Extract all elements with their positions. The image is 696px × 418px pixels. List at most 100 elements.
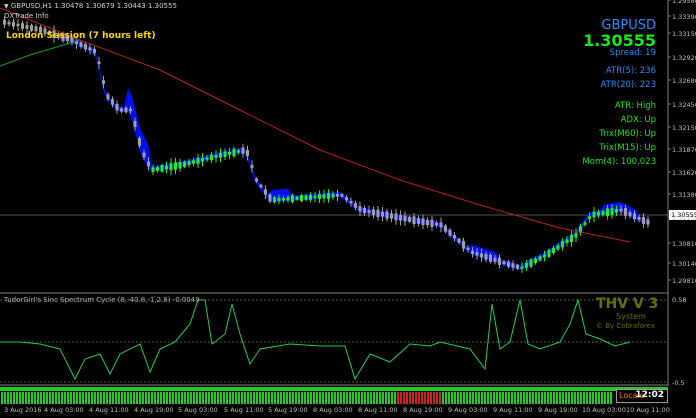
strip-bar — [163, 392, 165, 404]
strip-bar — [103, 392, 105, 404]
strip-bar — [253, 392, 255, 404]
dropdown-triangle-icon[interactable]: ▼ — [4, 3, 9, 10]
strip-bar — [25, 392, 27, 404]
candle-body — [268, 194, 272, 202]
strip-bar — [91, 392, 93, 404]
strip-bar — [154, 392, 156, 404]
price-tick-label: 1.32680 — [672, 77, 696, 85]
candle-body — [421, 218, 425, 226]
strip-bar — [481, 392, 483, 404]
strip-bar — [208, 392, 210, 404]
candle-body — [628, 212, 632, 217]
candle-body — [223, 151, 227, 158]
time-tick-label: 5 Aug 11:00 — [224, 406, 264, 414]
price-tick-label: 1.32920 — [672, 54, 696, 62]
strip-bar — [250, 392, 252, 404]
strip-bar — [517, 392, 519, 404]
candle-body — [435, 222, 438, 226]
candle-body — [291, 195, 294, 202]
strip-bar — [238, 392, 240, 404]
strip-bar — [16, 392, 18, 404]
strip-bar — [139, 392, 141, 404]
strip-bar — [106, 392, 108, 404]
candle-body — [43, 28, 47, 34]
candle-body — [489, 254, 492, 262]
strip-bar — [535, 392, 537, 404]
candle-body — [390, 213, 393, 219]
price-tick-label: 1.31380 — [672, 191, 696, 199]
strip-bar — [514, 392, 516, 404]
candle-body — [412, 216, 416, 225]
strip-bar — [112, 392, 114, 404]
candle-body — [300, 195, 303, 201]
candle-body — [543, 254, 546, 258]
candle-body — [565, 239, 569, 244]
strip-bar — [553, 392, 555, 404]
strip-bar — [475, 392, 477, 404]
strip-bar — [391, 392, 393, 404]
candle-body — [561, 241, 564, 248]
candle-body — [480, 253, 483, 258]
price-chart[interactable] — [0, 0, 696, 294]
candle-body — [484, 254, 488, 260]
strip-bar — [148, 392, 150, 404]
candle-body — [331, 193, 335, 198]
strip-bar — [34, 392, 36, 404]
candle-body — [597, 212, 600, 216]
strip-bar — [73, 392, 75, 404]
candle-body — [511, 263, 515, 268]
candle-body — [309, 194, 312, 200]
strip-bar — [559, 392, 561, 404]
price-tick-label: 1.31620 — [672, 169, 696, 177]
time-tick-label: 4 Aug 19:00 — [134, 406, 174, 414]
indicator-label: TudorGirl's Sinc Spectrum Cycle (8,-40.8… — [4, 296, 200, 304]
candle-body — [183, 161, 186, 167]
candle-body — [642, 217, 645, 225]
strip-bar — [580, 392, 582, 404]
price-tick-label: 1.32450 — [672, 101, 696, 109]
clock-prefix: Locale — [619, 391, 645, 400]
candle-body — [259, 184, 263, 188]
strip-bar — [529, 392, 531, 404]
candle-body — [498, 257, 501, 266]
strip-bar — [85, 392, 87, 404]
strip-bar — [454, 392, 456, 404]
price-tick-label: 1.30140 — [672, 260, 696, 268]
price-tick-label: 1.33150 — [672, 30, 696, 38]
strip-bar — [169, 392, 171, 404]
candle-body — [439, 222, 443, 228]
candle-body — [16, 23, 20, 27]
strip-bar — [301, 392, 303, 404]
time-tick-label: 9 Aug 11:00 — [493, 406, 533, 414]
strip-bar — [211, 392, 213, 404]
candle-body — [457, 238, 461, 243]
strip-bar — [502, 392, 504, 404]
candle-body — [192, 160, 195, 164]
strength-strip — [0, 387, 668, 405]
strip-bar — [388, 392, 390, 404]
candle-body — [516, 264, 519, 269]
strip-bar — [217, 392, 219, 404]
candle-body — [354, 203, 357, 208]
candle-body — [520, 266, 524, 269]
strip-bar — [532, 392, 534, 404]
strip-bar — [136, 392, 138, 404]
candle-body — [7, 21, 11, 25]
candle-body — [318, 194, 321, 200]
strip-bar — [133, 392, 135, 404]
indicator-panel[interactable] — [0, 294, 696, 386]
candle-body — [538, 256, 542, 261]
candle-body — [12, 21, 15, 27]
info-atr-state: ATR: High — [614, 101, 656, 111]
candle-body — [327, 192, 330, 200]
candle-body — [277, 197, 281, 202]
candle-body — [547, 249, 551, 257]
candle-body — [201, 157, 204, 162]
candle-body — [403, 215, 407, 222]
strip-bar — [493, 392, 495, 404]
candle-body — [3, 19, 6, 25]
candle-body — [471, 250, 474, 254]
candle-body — [646, 219, 650, 225]
price-tick-label: 1.29580 — [672, 0, 696, 5]
candle-body — [273, 197, 276, 203]
